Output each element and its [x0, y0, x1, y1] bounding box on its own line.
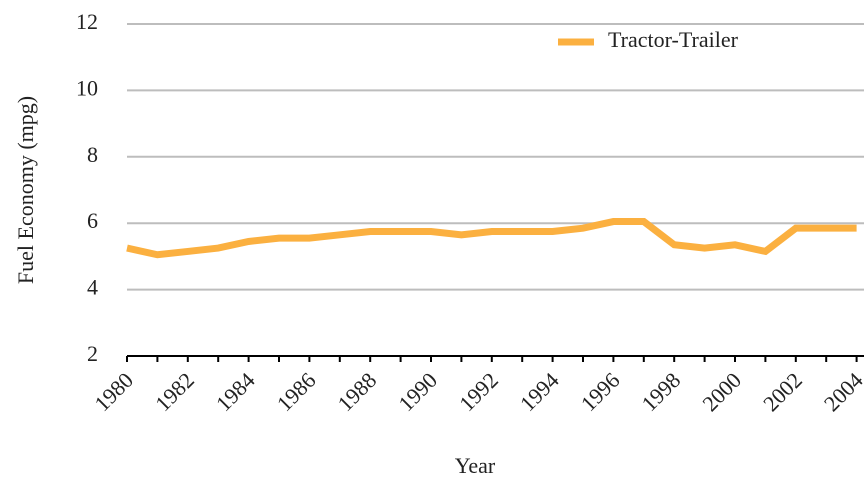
y-tick-label: 2 [87, 341, 98, 366]
x-tick-label: 1988 [333, 367, 382, 416]
y-tick-label: 10 [76, 75, 98, 100]
x-tick-label: 1994 [515, 367, 564, 416]
x-tick-label: 2004 [819, 367, 864, 416]
x-tick-label: 1996 [576, 367, 625, 416]
x-tick-label: 1992 [454, 367, 503, 416]
x-tick-label: 1990 [393, 367, 442, 416]
x-tick-label: 1998 [637, 367, 686, 416]
y-tick-label: 12 [76, 9, 98, 34]
x-tick-label: 1986 [272, 367, 321, 416]
y-axis-label: Fuel Economy (mpg) [13, 96, 38, 284]
x-tick-label: 2002 [758, 367, 807, 416]
y-tick-label: 8 [87, 142, 98, 167]
x-axis-label: Year [455, 453, 496, 478]
x-tick-label: 2000 [697, 367, 746, 416]
series-line [126, 218, 857, 259]
x-tick-label: 1984 [211, 367, 260, 416]
x-tick-label: 1982 [150, 367, 199, 416]
x-tick-label: 1980 [89, 367, 138, 416]
legend-label: Tractor-Trailer [608, 27, 739, 52]
y-tick-label: 4 [87, 275, 98, 300]
y-tick-label: 6 [87, 208, 98, 233]
